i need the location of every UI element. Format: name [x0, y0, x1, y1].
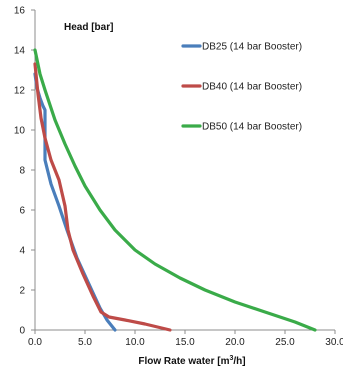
- y-tick-label: 6: [19, 206, 25, 217]
- series-line-3: [33, 48, 317, 332]
- y-tick-label: 12: [14, 86, 26, 97]
- legend-item-3: DB50 (14 bar Booster): [181, 122, 302, 133]
- series-line-1: [33, 72, 117, 332]
- series-lines: [33, 48, 317, 332]
- x-axis-title: Flow Rate water [m3/h]: [138, 355, 245, 367]
- y-tick-label: 4: [19, 246, 25, 257]
- legend-item-1: DB25 (14 bar Booster): [181, 42, 302, 53]
- legend-label: DB40 (14 bar Booster): [202, 82, 302, 93]
- x-tick-label: 30.0: [325, 337, 343, 348]
- y-tick-label: 16: [14, 6, 26, 17]
- x-tick-label: 10.0: [125, 337, 145, 348]
- legend: DB25 (14 bar Booster) DB40 (14 bar Booste…: [181, 42, 302, 133]
- tick-labels: 0.0 5.0 10.0 15.0 20.0 25.0 30.0 0 2 4 6 8 10 12 14 16: [14, 6, 343, 349]
- y-tick-label: 14: [14, 46, 26, 57]
- x-tick-label: 20.0: [225, 337, 245, 348]
- y-tick-label: 10: [14, 126, 26, 137]
- x-tick-label: 5.0: [78, 337, 92, 348]
- legend-item-2: DB40 (14 bar Booster): [181, 82, 302, 93]
- legend-label: DB50 (14 bar Booster): [202, 122, 302, 133]
- x-tick-label: 0.0: [28, 337, 42, 348]
- x-tick-label: 15.0: [175, 337, 195, 348]
- legend-label: DB25 (14 bar Booster): [202, 42, 302, 53]
- y-tick-label: 2: [19, 286, 25, 297]
- series-line-2: [33, 62, 172, 332]
- y-axis-title: Head [bar]: [64, 22, 113, 33]
- y-tick-label: 8: [19, 166, 25, 177]
- x-tick-label: 25.0: [275, 337, 295, 348]
- y-tick-label: 0: [19, 326, 25, 337]
